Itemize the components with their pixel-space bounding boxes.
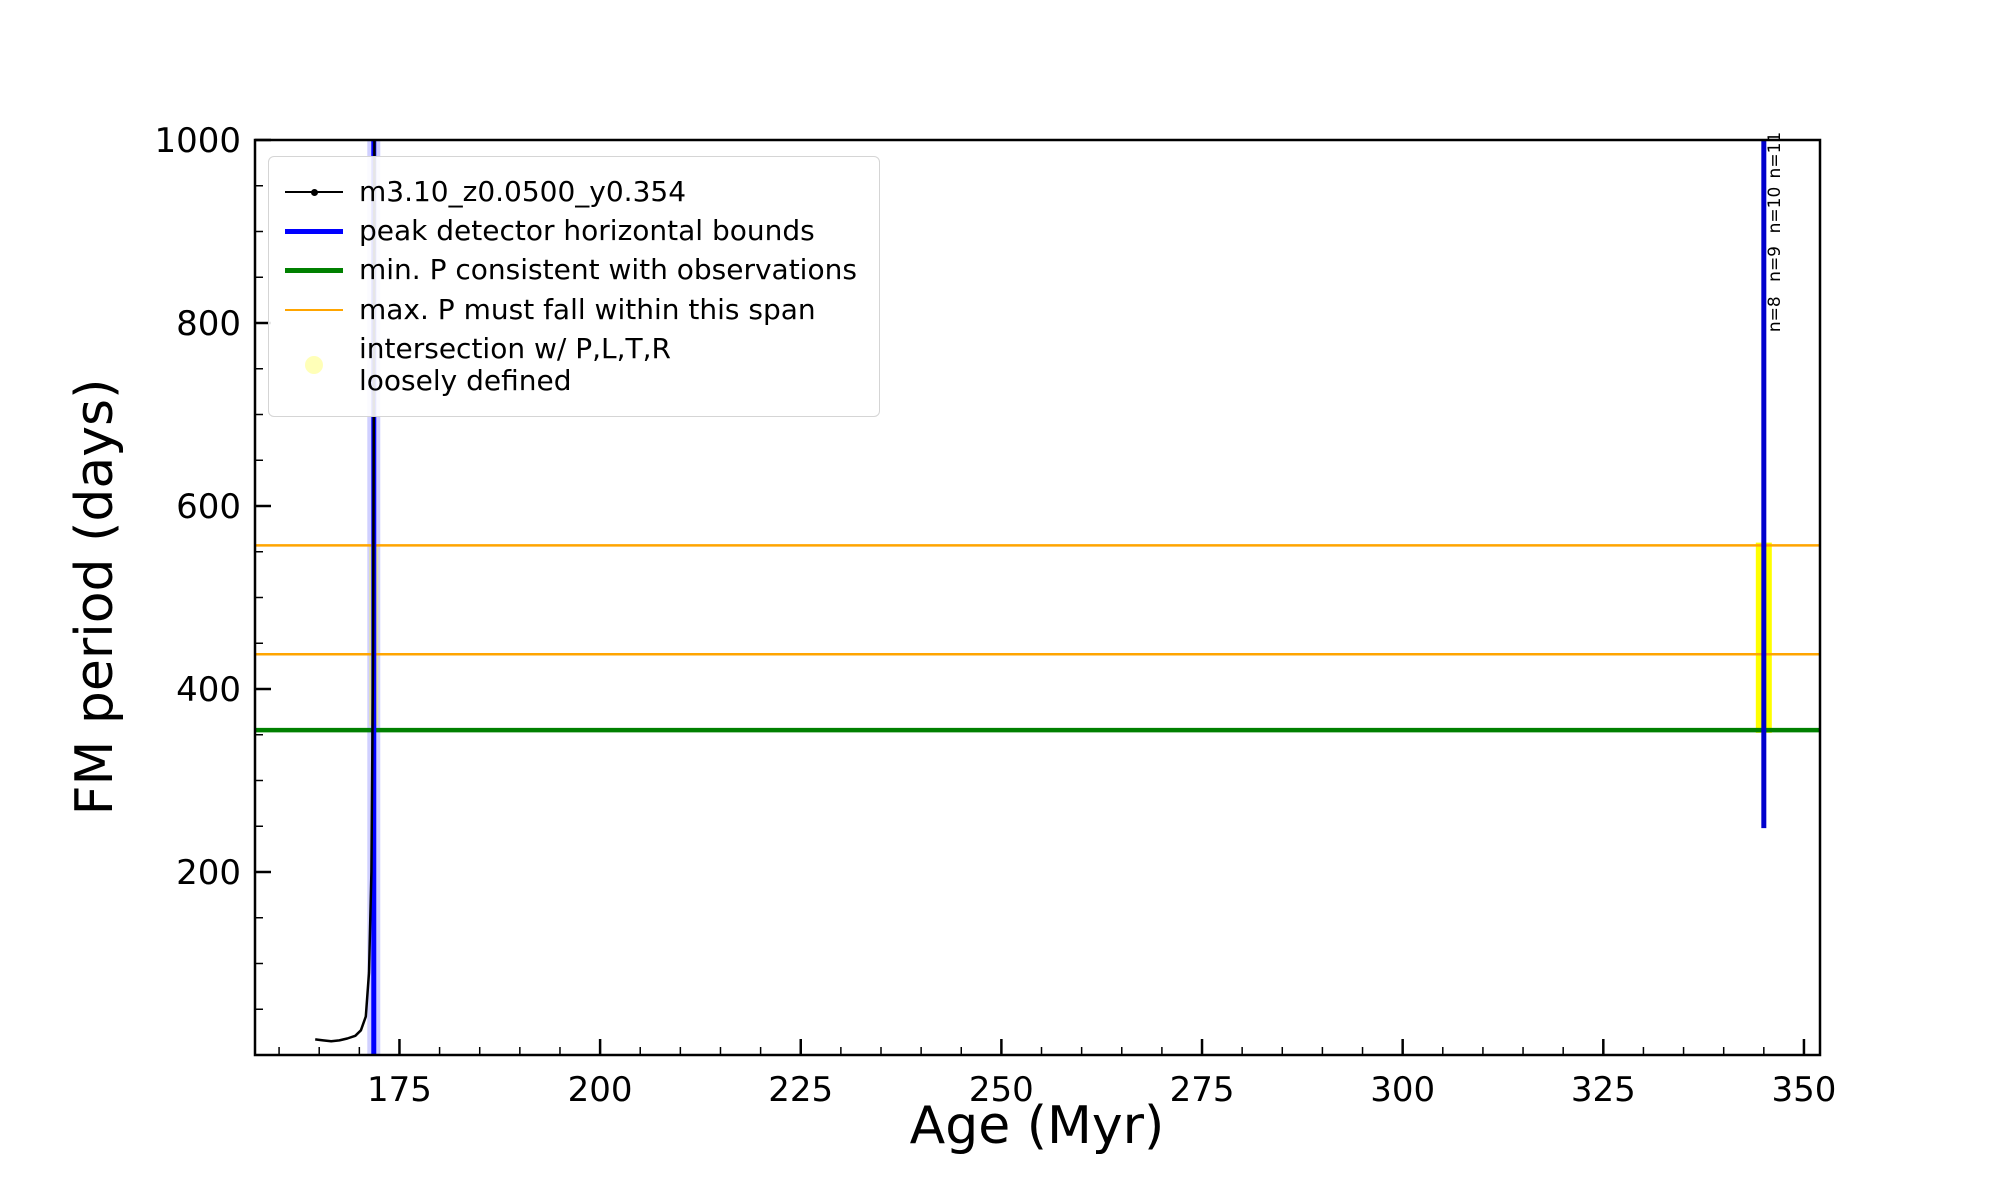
min-p-swatch [285, 267, 343, 273]
series-line [315, 139, 376, 1043]
legend-label: intersection w/ P,L,T,R loosely defined [359, 331, 671, 397]
legend-label: max. P must fall within this span [359, 292, 816, 326]
x-tick-label: 175 [367, 1070, 432, 1110]
y-tick-label: 400 [176, 670, 241, 710]
y-tick-label: 600 [176, 487, 241, 527]
annotation-label: n=9 [1765, 246, 1785, 282]
intersection-dot-swatch [305, 355, 323, 374]
y-axis-label: FM period (days) [65, 378, 125, 816]
annotation-label: n=8 [1765, 296, 1785, 332]
x-tick-label: 350 [1771, 1070, 1836, 1110]
max-p-swatch [285, 308, 343, 311]
y-tick-label: 1000 [154, 121, 241, 161]
annotation-label: n=10 [1765, 187, 1785, 234]
axes-spines [253, 138, 1822, 1057]
legend-entry: intersection w/ P,L,T,R loosely defined [285, 331, 857, 397]
x-axis-label: Age (Myr) [909, 1096, 1165, 1156]
legend-entry: m3.10_z0.0500_y0.354 [285, 175, 857, 208]
x-tick-label: 275 [1170, 1070, 1235, 1110]
series-line-swatch [285, 189, 343, 197]
x-tick-label: 200 [568, 1070, 633, 1110]
x-tick-label: 225 [768, 1070, 833, 1110]
legend-entry: max. P must fall within this span [285, 292, 857, 326]
legend-entry: min. P consistent with observations [285, 254, 857, 286]
legend-label: peak detector horizontal bounds [359, 214, 815, 248]
x-tick-label: 325 [1571, 1070, 1636, 1110]
y-tick-label: 800 [176, 304, 241, 344]
x-tick-label: 300 [1370, 1070, 1435, 1110]
annotation-label: n=11 [1765, 132, 1785, 179]
y-tick-label: 200 [176, 853, 241, 893]
legend-label: min. P consistent with observations [359, 253, 857, 287]
legend: m3.10_z0.0500_y0.354 peak detector horiz… [268, 156, 880, 418]
peak-bounds-swatch [285, 228, 343, 234]
legend-entry: peak detector horizontal bounds [285, 214, 857, 248]
x-tick-label: 250 [969, 1070, 1034, 1110]
legend-label: m3.10_z0.0500_y0.354 [359, 175, 687, 208]
